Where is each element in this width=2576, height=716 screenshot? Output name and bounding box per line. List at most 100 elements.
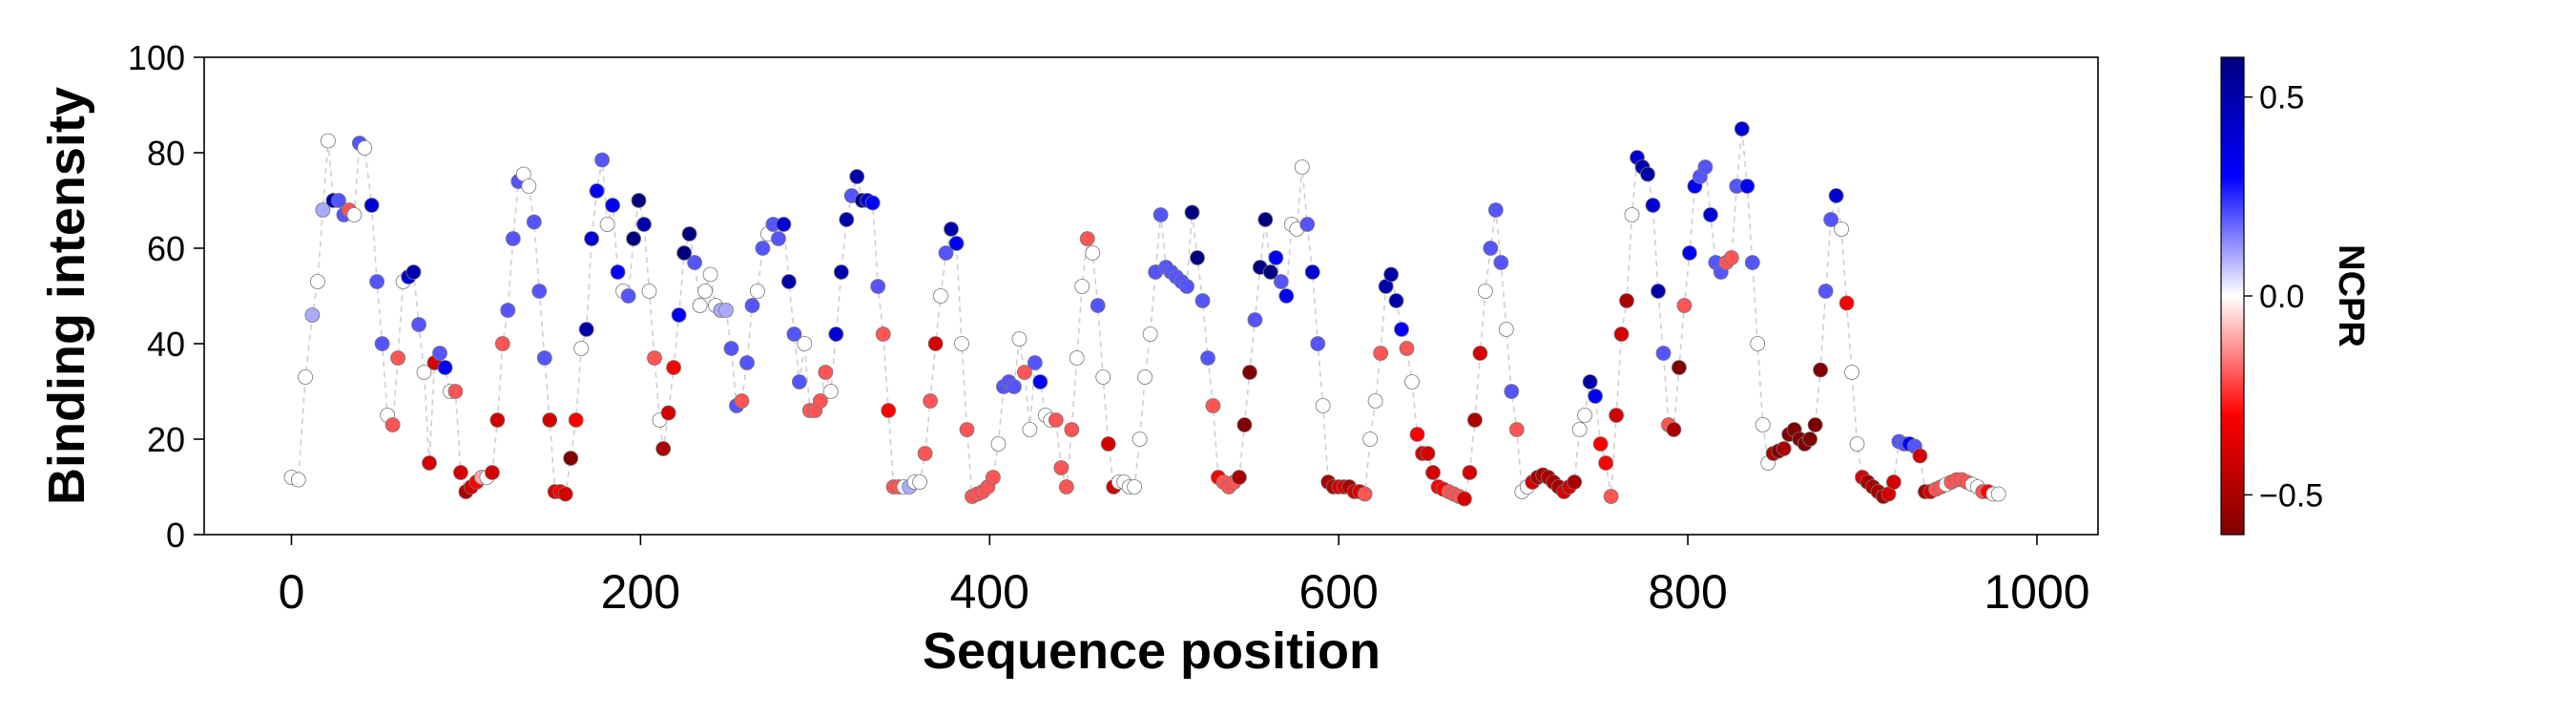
data-point: [1405, 375, 1420, 390]
data-point: [495, 337, 509, 351]
data-point: [1206, 399, 1220, 413]
data-point: [412, 318, 426, 332]
data-point: [490, 413, 505, 428]
data-point: [299, 370, 313, 385]
data-point: [792, 375, 806, 390]
data-point: [850, 170, 864, 184]
data-point: [1614, 327, 1629, 342]
data-point: [750, 284, 764, 299]
data-point: [347, 208, 362, 222]
data-point: [291, 473, 305, 487]
data-point: [1143, 327, 1157, 342]
colorbar-tick-label: 0.5: [2259, 80, 2304, 116]
data-point: [1604, 490, 1618, 504]
data-point: [1132, 432, 1147, 447]
data-point: [532, 284, 547, 299]
data-point: [590, 184, 604, 199]
data-point: [960, 423, 974, 437]
data-point: [829, 327, 843, 342]
data-point: [834, 265, 848, 280]
data-point: [745, 299, 759, 313]
data-point: [1656, 347, 1671, 361]
data-point: [682, 227, 696, 242]
data-point: [310, 275, 324, 289]
data-point: [1023, 423, 1037, 437]
data-point: [991, 437, 1006, 452]
data-point: [1599, 456, 1613, 471]
data-point: [1814, 363, 1828, 377]
data-point: [358, 141, 372, 156]
data-point: [1300, 218, 1315, 232]
data-point: [661, 406, 675, 420]
data-point: [882, 404, 896, 418]
data-point: [1258, 213, 1273, 227]
data-point: [1374, 347, 1388, 361]
data-point: [648, 351, 662, 366]
data-point: [1724, 251, 1738, 265]
data-point: [724, 342, 738, 356]
data-point: [1850, 437, 1864, 452]
data-point: [558, 487, 572, 501]
y-axis-ticks: 0 20 40 60 80 100: [128, 38, 204, 555]
data-point: [1426, 466, 1441, 480]
y-tick-label: 40: [147, 325, 185, 364]
data-point: [527, 215, 541, 229]
data-point: [656, 442, 671, 456]
data-point: [1248, 313, 1262, 327]
data-point: [1185, 205, 1199, 220]
y-tick-label: 60: [147, 229, 185, 268]
data-point: [1075, 280, 1090, 294]
data-point: [703, 267, 717, 282]
y-tick-label: 20: [147, 420, 185, 459]
data-point: [1463, 466, 1477, 480]
data-point: [370, 275, 384, 289]
data-point: [949, 237, 964, 251]
data-point: [632, 194, 646, 208]
data-point: [1467, 413, 1482, 428]
data-point: [595, 153, 610, 167]
data-point: [1620, 294, 1634, 308]
data-point: [1363, 432, 1378, 447]
data-point: [1128, 480, 1142, 495]
data-point: [1568, 475, 1582, 490]
data-point: [1180, 280, 1195, 294]
data-point: [501, 304, 515, 318]
data-point: [840, 213, 854, 227]
data-point: [1274, 275, 1288, 289]
data-point: [1389, 294, 1403, 308]
data-point: [537, 351, 551, 366]
data-point: [1232, 471, 1246, 485]
data-point: [1499, 323, 1513, 337]
data-point: [1745, 256, 1759, 270]
data-point: [1829, 189, 1843, 203]
data-point: [876, 327, 890, 342]
data-point: [637, 218, 652, 232]
data-point: [1028, 356, 1042, 370]
data-point: [1033, 375, 1048, 390]
data-point: [1578, 409, 1592, 423]
x-tick-label: 400: [950, 565, 1029, 619]
data-point: [1610, 409, 1624, 423]
data-point: [364, 199, 379, 213]
data-point: [438, 361, 452, 375]
data-point: [1589, 390, 1603, 404]
data-point: [1735, 122, 1749, 137]
data-point: [1049, 413, 1063, 428]
data-point: [945, 222, 959, 237]
data-point: [719, 304, 734, 318]
data-point: [1473, 347, 1487, 361]
data-point: [1803, 432, 1818, 447]
data-point: [1384, 267, 1399, 282]
data-point: [865, 196, 880, 210]
data-point: [672, 308, 686, 323]
data-point: [1751, 337, 1765, 351]
data-point: [522, 179, 536, 194]
colorbar-ticks: −0.5 0.0 0.5: [2244, 80, 2323, 515]
data-point: [1672, 361, 1686, 375]
x-tick-label: 0: [279, 565, 305, 619]
data-point: [1269, 251, 1283, 265]
data-point: [1703, 208, 1717, 222]
data-point: [448, 385, 463, 399]
data-point: [1457, 492, 1471, 506]
data-point: [585, 232, 599, 246]
